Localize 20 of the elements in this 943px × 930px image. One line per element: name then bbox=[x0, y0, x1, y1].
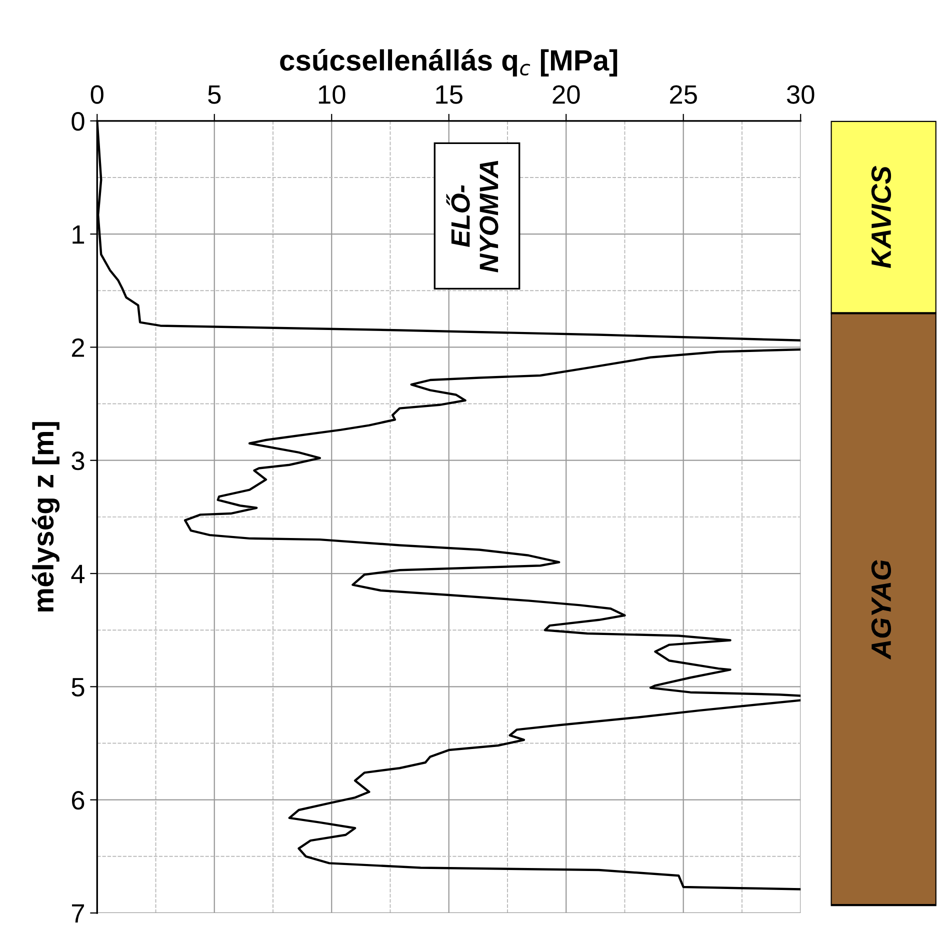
y-tick-label: 1 bbox=[72, 225, 84, 244]
y-tick-label: 3 bbox=[72, 452, 84, 470]
y-axis-title: mélység z [m] bbox=[32, 422, 60, 612]
x-tick-label: 5 bbox=[208, 85, 221, 104]
series-label: KAVICS bbox=[871, 166, 892, 268]
y-tick-label: 0 bbox=[72, 112, 84, 131]
x-tick-label: 0 bbox=[90, 85, 104, 104]
x-tick-label: 15 bbox=[436, 85, 462, 104]
y-tick-label: 4 bbox=[71, 564, 85, 584]
y-tick-label: 2 bbox=[72, 338, 84, 357]
series-label: AGYAG bbox=[871, 560, 892, 660]
y-tick-label: 5 bbox=[72, 678, 84, 696]
x-tick-label: 20 bbox=[552, 85, 580, 104]
x-tick-label: 25 bbox=[670, 85, 697, 104]
x-axis-title: csúcsellenállás q$_{c}$ [MPa] bbox=[280, 49, 618, 76]
y-tick-label: 7 bbox=[72, 904, 84, 923]
x-tick-label: 30 bbox=[786, 85, 814, 104]
annotation: ELŐ- NYOMVA bbox=[446, 160, 498, 272]
x-tick-label: 10 bbox=[318, 85, 346, 104]
y-tick-label: 6 bbox=[72, 790, 84, 810]
